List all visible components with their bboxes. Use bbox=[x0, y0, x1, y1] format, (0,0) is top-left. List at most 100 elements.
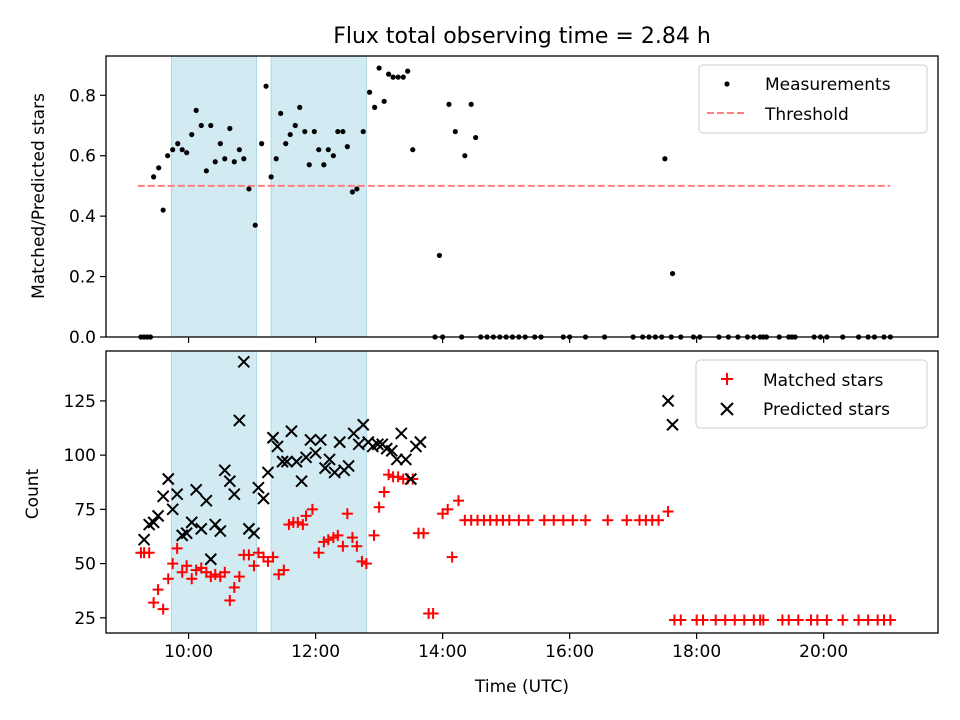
predicted-point-b bbox=[661, 394, 675, 408]
measurement-point bbox=[156, 165, 162, 171]
measurement-point bbox=[311, 128, 317, 135]
predicted-point bbox=[285, 425, 298, 438]
measurement-point bbox=[193, 107, 199, 113]
shaded-span-top-1 bbox=[270, 55, 367, 338]
measurement-point bbox=[316, 147, 322, 153]
matched-point bbox=[567, 514, 579, 526]
matched-point bbox=[757, 614, 769, 626]
predicted-point-b bbox=[195, 522, 208, 536]
predicted-point bbox=[200, 494, 213, 507]
predicted-point-b bbox=[323, 453, 336, 466]
matched-point bbox=[373, 501, 385, 513]
predicted-point bbox=[390, 453, 404, 466]
matched-point bbox=[248, 560, 260, 572]
predicted-point-b bbox=[200, 494, 213, 507]
predicted-point bbox=[204, 553, 218, 566]
matched-point bbox=[738, 614, 750, 626]
predicted-point bbox=[147, 516, 160, 529]
predicted-point-b bbox=[276, 455, 289, 468]
predicted-point-b bbox=[166, 503, 179, 516]
matched-point bbox=[710, 614, 722, 626]
predicted-point bbox=[414, 435, 427, 449]
measurement-point bbox=[340, 128, 346, 135]
predicted-point bbox=[371, 438, 385, 451]
predicted-point bbox=[271, 440, 284, 453]
top-axes-frame bbox=[105, 55, 939, 338]
measurement-point bbox=[390, 74, 396, 80]
measurement-point bbox=[212, 159, 218, 165]
measurement-point bbox=[259, 141, 265, 147]
predicted-point-b bbox=[414, 435, 427, 449]
predicted-point-b bbox=[156, 490, 170, 503]
matched-point bbox=[341, 508, 353, 520]
measurement-point bbox=[222, 156, 228, 162]
measurement-point bbox=[306, 162, 312, 168]
predicted-point bbox=[214, 524, 227, 538]
predicted-point bbox=[137, 533, 151, 546]
predicted-point-b bbox=[328, 466, 341, 479]
measurement-point bbox=[321, 162, 327, 168]
predicted-point-b bbox=[304, 433, 317, 447]
predicted-point-b bbox=[666, 418, 679, 431]
measurement-point bbox=[217, 141, 223, 147]
bottom-y-tick-label: 100 bbox=[64, 446, 96, 466]
predicted-point-b bbox=[204, 553, 218, 566]
predicted-point bbox=[261, 466, 275, 479]
measurement-point bbox=[446, 101, 452, 107]
predicted-point bbox=[170, 487, 184, 501]
measurement-point bbox=[184, 150, 190, 156]
predicted-point bbox=[314, 433, 327, 447]
predicted-point bbox=[318, 461, 332, 475]
bottom-panel: 25 50 75 100 125 10:00 12:00 14:00 16:00 18:00 20… bbox=[23, 350, 939, 697]
matched-point bbox=[171, 542, 183, 554]
predicted-point-b bbox=[147, 516, 160, 529]
predicted-point-b bbox=[333, 435, 346, 449]
measurement-point bbox=[405, 68, 411, 74]
predicted-point bbox=[257, 492, 270, 505]
matched-point bbox=[821, 614, 833, 626]
measurement-point bbox=[241, 156, 247, 162]
matched-point bbox=[729, 614, 741, 626]
bottom-legend: Matched stars Predicted stars bbox=[695, 359, 928, 429]
matched-point bbox=[157, 603, 169, 615]
predicted-point-b bbox=[318, 461, 332, 475]
predicted-point-b bbox=[399, 453, 412, 466]
matched-point bbox=[346, 532, 358, 544]
matched-point bbox=[503, 514, 515, 526]
predicted-point-b bbox=[162, 472, 175, 486]
measurement-point bbox=[662, 156, 668, 162]
matched-point bbox=[332, 529, 344, 541]
matched-point bbox=[219, 566, 231, 578]
measurement-point bbox=[236, 147, 242, 153]
matched-point bbox=[360, 558, 372, 570]
predicted-point bbox=[357, 418, 370, 431]
predicted-point-b bbox=[295, 474, 308, 488]
matched-point bbox=[580, 514, 592, 526]
measurement-point bbox=[151, 174, 157, 180]
bottom-y-tick-label: 25 bbox=[74, 609, 96, 629]
predicted-point bbox=[304, 433, 317, 447]
predicted-point-b bbox=[214, 524, 227, 538]
bottom-y-tick-label: 125 bbox=[64, 392, 96, 412]
measurement-point bbox=[325, 147, 331, 153]
predicted-point bbox=[195, 522, 208, 536]
predicted-point bbox=[395, 427, 408, 440]
bottom-axes-frame bbox=[105, 350, 939, 634]
measurement-point bbox=[330, 153, 336, 159]
predicted-point bbox=[247, 527, 261, 540]
matched-point bbox=[548, 514, 560, 526]
bottom-x-ticks: 10:00 12:00 14:00 16:00 18:00 20:00 bbox=[164, 633, 848, 662]
bottom-shaded-spans bbox=[170, 350, 367, 634]
predicted-point-b bbox=[309, 446, 322, 460]
predicted-point bbox=[252, 481, 265, 494]
predicted-point-b bbox=[299, 451, 313, 464]
measurement-point bbox=[287, 131, 293, 138]
matched-point bbox=[152, 584, 164, 596]
predicted-point-b bbox=[261, 466, 275, 479]
measurement-point bbox=[165, 153, 171, 159]
matched-point bbox=[442, 503, 454, 515]
predicted-point-b bbox=[228, 487, 241, 501]
matched-point bbox=[378, 486, 390, 498]
measurement-point bbox=[462, 153, 468, 159]
matched-point bbox=[884, 614, 896, 626]
